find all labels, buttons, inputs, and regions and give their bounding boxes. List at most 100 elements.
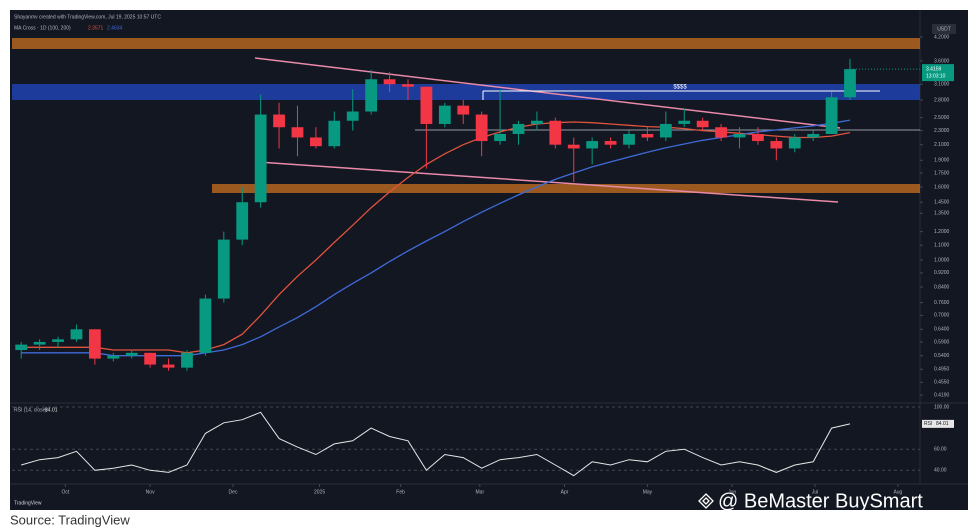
candle-body bbox=[402, 84, 414, 87]
annotation: $$$$ bbox=[673, 85, 687, 91]
currency: USDT bbox=[937, 26, 951, 32]
candle-body bbox=[236, 202, 249, 240]
ma-value: 2.3571 bbox=[88, 25, 104, 31]
candle-body bbox=[567, 144, 580, 149]
y-tick-label: 0.8400 bbox=[934, 284, 950, 290]
x-tick-label: 2025 bbox=[314, 489, 325, 495]
rsi-badge-value: 84.01 bbox=[936, 421, 949, 427]
candle-body bbox=[15, 344, 28, 351]
candle-body bbox=[144, 352, 157, 365]
x-tick-label: Jul bbox=[812, 489, 818, 495]
y-tick-label: 0.6400 bbox=[934, 327, 950, 333]
ma-value: 2.4634 bbox=[107, 25, 123, 31]
y-tick-label: 1.7500 bbox=[934, 170, 950, 176]
y-tick-label: 0.4190 bbox=[934, 392, 950, 398]
ma-line bbox=[21, 119, 851, 357]
candle-body bbox=[512, 123, 525, 134]
candle-body bbox=[696, 120, 709, 128]
y-tick-label: 3.1000 bbox=[934, 82, 950, 88]
wedge-upper bbox=[254, 57, 841, 129]
candle-body bbox=[531, 120, 543, 124]
candle-body bbox=[181, 352, 193, 368]
candle-body bbox=[457, 105, 470, 115]
candle-body bbox=[678, 120, 691, 124]
candle-body bbox=[604, 141, 617, 145]
y-tick-label: 2.8000 bbox=[934, 97, 950, 103]
source: Source: TradingView bbox=[10, 512, 130, 527]
candle-body bbox=[199, 298, 212, 353]
y-tick-label: 2.1000 bbox=[934, 142, 950, 148]
support-zone bbox=[212, 184, 920, 193]
y-tick-label: 1.9000 bbox=[934, 158, 950, 164]
y-tick-label: 1.4500 bbox=[934, 200, 950, 206]
candle-body bbox=[88, 329, 101, 359]
candle-body bbox=[70, 329, 83, 340]
currency-badge bbox=[932, 24, 956, 34]
watermark-icon bbox=[698, 493, 714, 509]
candle-body bbox=[438, 105, 451, 124]
candle-body bbox=[641, 133, 654, 138]
rsi-tick-label: 60.00 bbox=[934, 447, 947, 453]
y-tick-label: 0.9200 bbox=[934, 270, 950, 276]
rsi-line bbox=[21, 411, 851, 477]
candle-body bbox=[328, 120, 341, 147]
candle-body bbox=[33, 341, 46, 345]
candle-body bbox=[733, 133, 746, 138]
candle-body bbox=[310, 137, 322, 147]
y-tick-label: 0.7000 bbox=[934, 313, 950, 319]
candle-body bbox=[217, 239, 230, 299]
logo: TradingView bbox=[14, 500, 42, 506]
indicator-label: MA Cross · 1D (100, 200) bbox=[14, 25, 71, 31]
rsi-tick-label: 100.00 bbox=[934, 404, 950, 410]
candle-body bbox=[659, 123, 672, 138]
candle-body bbox=[346, 111, 359, 121]
candle-body bbox=[475, 114, 488, 142]
candle-body bbox=[291, 127, 304, 138]
x-tick-label: Oct bbox=[62, 489, 70, 495]
candle-body bbox=[383, 79, 396, 85]
candle-body bbox=[788, 137, 801, 149]
candle-body bbox=[494, 133, 506, 142]
candle-body bbox=[807, 133, 820, 138]
y-tick-label: 0.5400 bbox=[934, 353, 950, 359]
candle-body bbox=[549, 120, 562, 145]
candle-body bbox=[770, 141, 783, 149]
x-tick-label: Feb bbox=[396, 489, 405, 495]
candle-body bbox=[586, 141, 599, 149]
candle-body bbox=[365, 79, 378, 112]
x-tick-label: Dec bbox=[229, 489, 238, 495]
plot: 4.2000 3.6000 3.1000 2.8000 2.5000 2.3000 2.10… bbox=[12, 34, 954, 495]
y-tick-label: 0.5900 bbox=[934, 339, 950, 345]
price-badge bbox=[922, 64, 954, 82]
candle-body bbox=[107, 355, 120, 359]
candle-body bbox=[715, 127, 727, 138]
y-tick-label: 2.3000 bbox=[934, 128, 950, 134]
candle-body bbox=[420, 86, 433, 124]
watermark: @ BeMaster BuySmart bbox=[718, 490, 923, 512]
y-tick-label: 0.7600 bbox=[934, 300, 950, 306]
supply-zone bbox=[12, 84, 920, 100]
x-tick-label: Apr bbox=[561, 489, 569, 495]
candle-body bbox=[844, 69, 856, 98]
ma-line bbox=[21, 121, 851, 354]
x-tick-label: Jun bbox=[728, 489, 736, 495]
y-tick-label: 2.5000 bbox=[934, 115, 950, 121]
x-tick-label: Nov bbox=[146, 489, 155, 495]
candle-body bbox=[254, 114, 267, 203]
rsi-badge bbox=[922, 419, 954, 428]
resistance-zone bbox=[12, 38, 920, 49]
credit: Shayanmv created with TradingView.com, J… bbox=[14, 14, 161, 20]
candle-body bbox=[273, 114, 285, 128]
y-tick-label: 0.4550 bbox=[934, 380, 950, 386]
y-tick-label: 3.6000 bbox=[934, 58, 950, 64]
y-tick-label: 4.2000 bbox=[934, 34, 950, 40]
candle-body bbox=[752, 133, 764, 142]
y-tick-label: 1.3500 bbox=[934, 211, 950, 217]
candle-body bbox=[125, 352, 138, 356]
candle-body bbox=[825, 97, 838, 134]
y-tick-label: 1.6000 bbox=[934, 184, 950, 190]
x-tick-label: May bbox=[643, 489, 653, 495]
candle-body bbox=[162, 364, 175, 368]
